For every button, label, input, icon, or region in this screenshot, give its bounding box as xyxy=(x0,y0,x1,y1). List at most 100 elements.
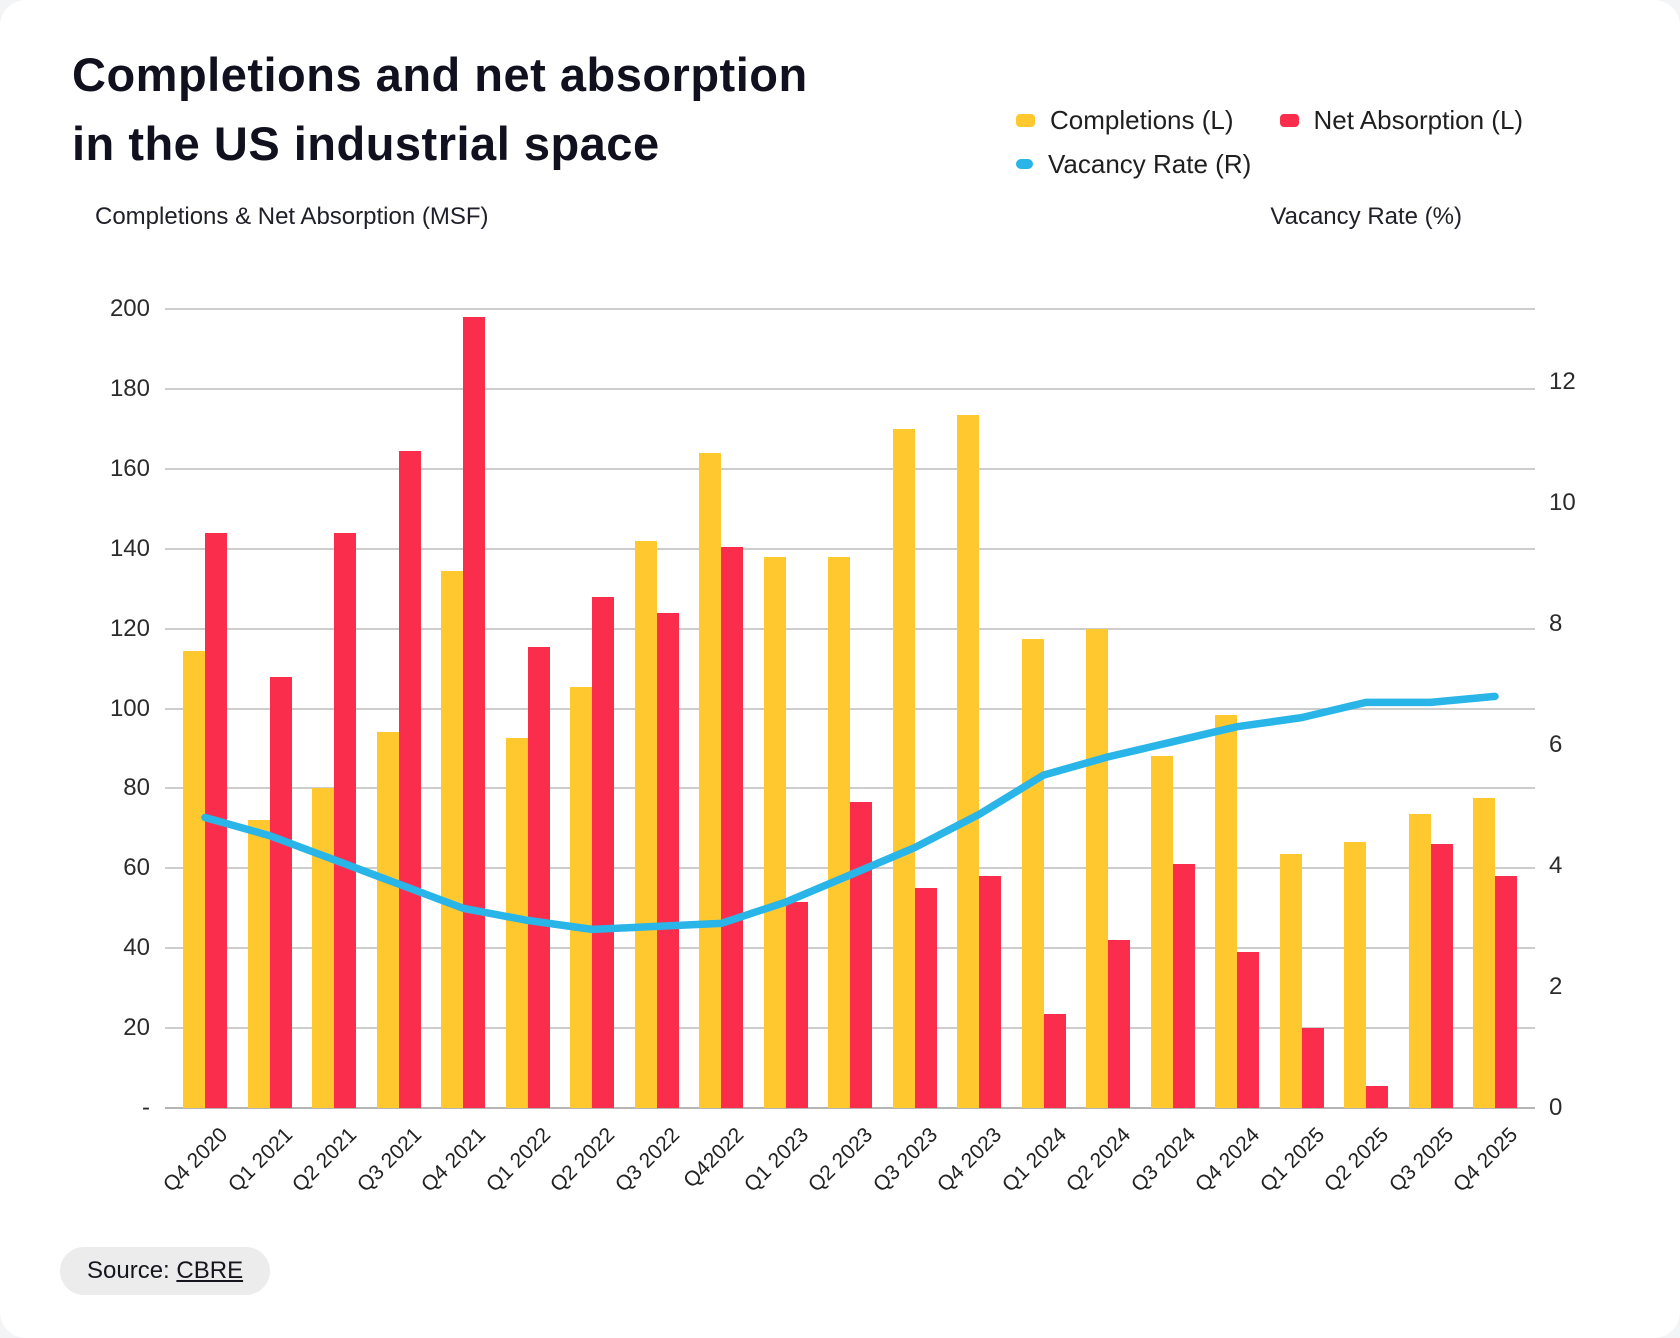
bar-net-absorption xyxy=(1366,1086,1388,1108)
gridline xyxy=(165,627,1535,630)
x-axis-tick-label: Q1 2022 xyxy=(481,1123,556,1197)
right-axis-title: Vacancy Rate (%) xyxy=(1270,203,1462,230)
page-title: Completions and net absorption in the US… xyxy=(72,40,808,178)
bar-completions xyxy=(1150,756,1173,1108)
bar-net-absorption xyxy=(1430,844,1453,1108)
source-link[interactable]: CBRE xyxy=(176,1257,244,1284)
right-axis-tick-label: 8 xyxy=(1549,609,1563,637)
bar-completions xyxy=(892,428,915,1108)
bar-completions xyxy=(828,556,850,1108)
bar-net-absorption xyxy=(334,532,356,1108)
x-axis-tick-label: Q1 2024 xyxy=(997,1123,1072,1197)
gridline xyxy=(165,308,1535,310)
left-axis-tick-label: 120 xyxy=(109,614,150,642)
legend-item-vacancy[interactable]: Vacancy Rate (R) xyxy=(1016,149,1251,180)
x-axis-tick-label: Q4 2020 xyxy=(159,1123,233,1197)
net-absorption-swatch-icon xyxy=(1279,113,1299,127)
bar-net-absorption xyxy=(1495,876,1517,1108)
x-axis-tick-label: Q3 2024 xyxy=(1126,1123,1201,1197)
legend-item-net-absorption[interactable]: Net Absorption (L) xyxy=(1279,104,1524,136)
bar-net-absorption xyxy=(1172,864,1195,1108)
bar-net-absorption xyxy=(398,450,421,1108)
title-line-1: Completions and net absorption xyxy=(72,48,808,101)
left-axis-tick-label: 200 xyxy=(109,295,150,322)
x-axis-tick-label: Q2 2022 xyxy=(546,1123,620,1197)
bar-net-absorption xyxy=(269,676,292,1108)
legend-label-completions: Completions (L) xyxy=(1050,104,1234,135)
x-axis-tick-label: Q1 2025 xyxy=(1255,1123,1330,1197)
bar-net-absorption xyxy=(785,902,808,1108)
bar-completions xyxy=(312,788,334,1108)
bar-completions xyxy=(634,540,657,1108)
bar-completions xyxy=(1215,714,1237,1108)
x-axis-tick-label: Q2 2024 xyxy=(1062,1123,1136,1197)
left-axis-tick-label: 20 xyxy=(123,1014,150,1042)
legend-label-vacancy: Vacancy Rate (R) xyxy=(1048,148,1252,179)
left-axis-tick-label: 80 xyxy=(123,774,150,802)
left-axis-tick-label: 140 xyxy=(109,534,150,562)
legend-label-net-absorption: Net Absorption (L) xyxy=(1313,104,1524,135)
bar-completions xyxy=(763,556,786,1108)
x-axis-tick-label: Q4 2021 xyxy=(417,1123,491,1197)
title-line-2: in the US industrial space xyxy=(72,117,660,170)
left-axis-title: Completions & Net Absorption (MSF) xyxy=(95,203,489,230)
vacancy-rate-line xyxy=(201,692,1499,934)
x-axis-tick-label: Q4 2023 xyxy=(933,1123,1007,1197)
vacancy-swatch-icon xyxy=(1016,159,1033,169)
x-axis-tick-label: Q2 2025 xyxy=(1320,1123,1394,1197)
completions-swatch-icon xyxy=(1016,113,1035,127)
plot-area xyxy=(165,308,1535,1109)
left-axis-tick-label: 160 xyxy=(109,454,150,482)
x-axis-tick-label: Q3 2022 xyxy=(610,1123,685,1197)
bar-completions xyxy=(1344,842,1366,1108)
left-axis-tick-label: 180 xyxy=(109,374,150,402)
bar-completions xyxy=(441,570,463,1108)
bar-completions xyxy=(1408,814,1431,1108)
source-badge: Source: CBRE xyxy=(60,1247,271,1295)
x-axis-tick-label: Q1 2021 xyxy=(223,1123,298,1197)
x-axis-tick-label: Q2 2021 xyxy=(288,1123,362,1197)
left-axis-tick-label: - xyxy=(142,1094,150,1121)
bar-completions xyxy=(376,732,399,1108)
x-axis-tick-label: Q3 2023 xyxy=(868,1123,943,1197)
legend: Completions (L) Net Absorption (L) Vacan… xyxy=(1016,98,1576,186)
gridline xyxy=(165,387,1535,390)
left-axis-tick-label: 100 xyxy=(109,694,150,722)
x-axis-tick-label: Q4 2025 xyxy=(1449,1123,1523,1197)
bar-completions xyxy=(1021,638,1044,1108)
bar-net-absorption xyxy=(1237,952,1259,1108)
legend-item-completions[interactable]: Completions (L) xyxy=(1016,105,1234,136)
bar-completions xyxy=(247,820,270,1108)
bar-completions xyxy=(699,452,721,1108)
gridline xyxy=(165,707,1535,710)
right-axis-tick-label: 0 xyxy=(1549,1094,1563,1121)
bar-completions xyxy=(570,686,592,1108)
bar-net-absorption xyxy=(1043,1014,1066,1108)
x-axis-tick-label: Q3 2025 xyxy=(1384,1123,1459,1197)
right-axis-tick-label: 12 xyxy=(1549,367,1576,395)
x-axis-tick-label: Q1 2023 xyxy=(739,1123,814,1197)
x-axis-tick-label: Q4 2024 xyxy=(1191,1123,1265,1197)
bar-completions xyxy=(505,738,528,1108)
x-axis-tick-label: Q2 2023 xyxy=(804,1123,878,1197)
left-axis-tick-label: 40 xyxy=(123,934,150,962)
x-axis-baseline xyxy=(165,1107,1535,1109)
bar-net-absorption xyxy=(914,888,937,1108)
bar-completions xyxy=(1473,798,1495,1108)
bar-net-absorption xyxy=(721,546,743,1108)
bar-net-absorption xyxy=(979,876,1001,1108)
source-prefix: Source: xyxy=(87,1257,170,1284)
bar-net-absorption xyxy=(1108,940,1130,1108)
gridline xyxy=(165,547,1535,550)
right-axis-tick-label: 10 xyxy=(1549,488,1576,516)
x-axis-tick-label: Q42022 xyxy=(679,1123,749,1193)
right-axis-tick-label: 2 xyxy=(1549,972,1563,1000)
right-axis-tick-label: 6 xyxy=(1549,730,1563,758)
bar-net-absorption xyxy=(656,612,679,1108)
bar-completions xyxy=(183,650,205,1108)
left-axis-tick-label: 60 xyxy=(123,854,150,882)
x-axis-tick-label: Q3 2021 xyxy=(352,1123,427,1197)
bar-net-absorption xyxy=(592,596,614,1108)
bar-completions xyxy=(1086,628,1108,1108)
